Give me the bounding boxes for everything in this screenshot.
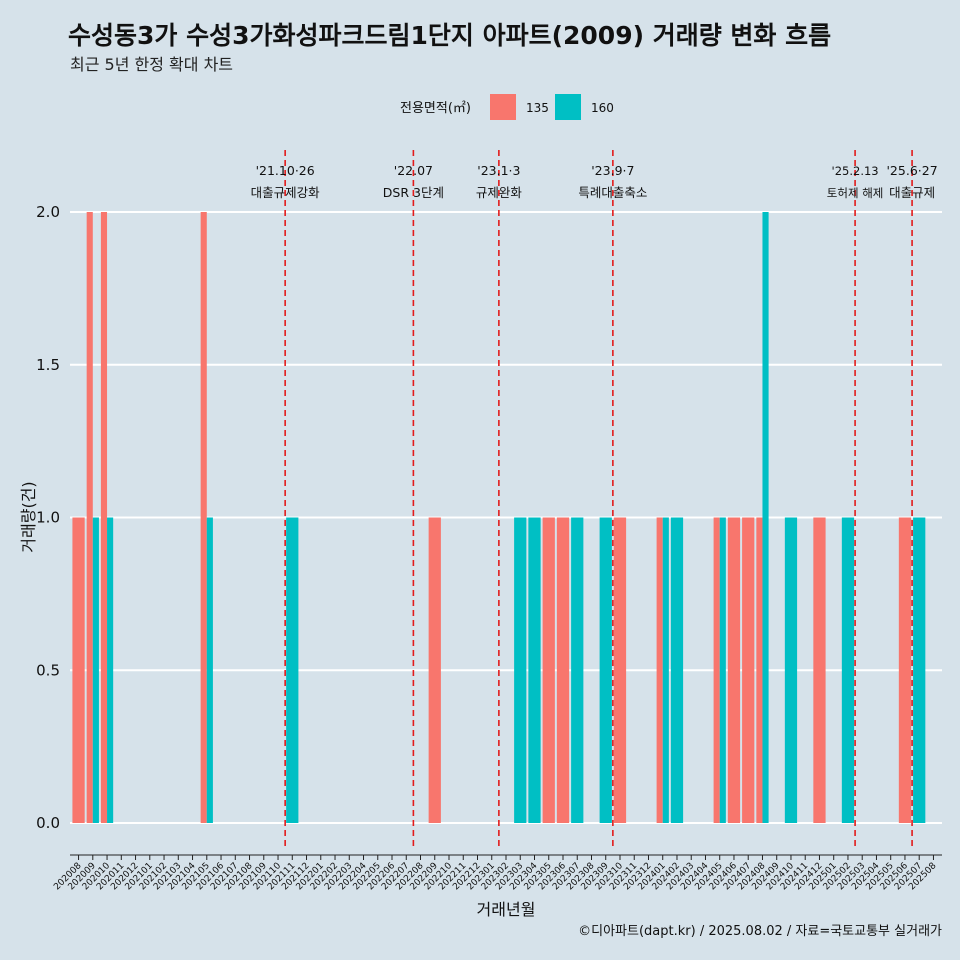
bar-135 bbox=[556, 517, 570, 823]
bar-135 bbox=[428, 517, 441, 823]
bar-135 bbox=[86, 212, 93, 823]
y-tick-label: 0.0 bbox=[36, 814, 60, 832]
y-axis-ticks: 0.0 0.5 1.0 1.5 2.0 bbox=[36, 203, 60, 832]
bar-135 bbox=[756, 517, 763, 823]
legend-title: 전용면적(㎡) bbox=[400, 101, 471, 116]
bar-160 bbox=[719, 517, 726, 823]
bar-160 bbox=[670, 517, 684, 823]
legend-swatch-160 bbox=[555, 94, 581, 120]
bar-135 bbox=[100, 212, 108, 823]
bar-160 bbox=[762, 212, 769, 823]
bar-135 bbox=[813, 517, 826, 823]
event-date: '25.2.13 bbox=[832, 164, 879, 178]
bar-135 bbox=[72, 517, 85, 823]
y-tick-label: 1.0 bbox=[36, 509, 60, 527]
bar-135 bbox=[713, 517, 720, 823]
event-label: 토허제 해제 bbox=[827, 186, 884, 200]
x-axis: 2020082020092020102020112020122021012021… bbox=[52, 854, 942, 892]
bar-160 bbox=[841, 517, 855, 823]
bar-135 bbox=[613, 517, 627, 823]
bar-135 bbox=[727, 517, 741, 823]
chart-caption: ©디아파트(dapt.kr) / 2025.08.02 / 자료=국토교통부 실… bbox=[578, 924, 942, 939]
bar-160 bbox=[286, 517, 299, 823]
bar-160 bbox=[571, 517, 584, 823]
bar-160 bbox=[92, 517, 99, 823]
event-label: DSR 3단계 bbox=[383, 185, 444, 200]
event-label: 대출규제강화 bbox=[251, 185, 321, 200]
event-markers: '21.10·26 대출규제강화 '22.07 DSR 3단계 '23.1·3 규제완화 '… bbox=[251, 150, 938, 850]
event-date: '23.9·7 bbox=[591, 163, 634, 178]
y-tick-label: 2.0 bbox=[36, 203, 60, 221]
x-axis-title: 거래년월 bbox=[477, 900, 536, 919]
event-date: '23.1·3 bbox=[477, 163, 520, 178]
bar-135 bbox=[200, 212, 207, 823]
bar-160 bbox=[599, 517, 612, 823]
y-axis-title: 거래량(건) bbox=[19, 481, 38, 552]
bar-160 bbox=[514, 517, 527, 823]
bar-135 bbox=[742, 517, 755, 823]
event-label: 특례대출축소 bbox=[578, 185, 647, 200]
legend-label-135: 135 bbox=[526, 101, 549, 115]
y-tick-label: 1.5 bbox=[36, 356, 60, 374]
chart-title: 수성동3가 수성3가화성파크드림1단지 아파트(2009) 거래량 변화 흐름 bbox=[68, 21, 831, 50]
event-date: '22.07 bbox=[394, 163, 433, 178]
event-label: 규제완화 bbox=[476, 185, 523, 200]
legend-swatch-135 bbox=[490, 94, 516, 120]
bar-135 bbox=[898, 517, 912, 823]
bars bbox=[72, 212, 926, 823]
event-label: 대출규제 bbox=[889, 185, 935, 200]
legend: 전용면적(㎡) 135 160 bbox=[400, 94, 614, 120]
bar-135 bbox=[656, 517, 663, 823]
event-date: '21.10·26 bbox=[256, 163, 315, 178]
chart-subtitle: 최근 5년 한정 확대 차트 bbox=[70, 55, 233, 74]
bar-160 bbox=[784, 517, 798, 823]
bar-160 bbox=[662, 517, 669, 823]
legend-label-160: 160 bbox=[591, 101, 614, 115]
bar-160 bbox=[107, 517, 114, 823]
y-tick-label: 0.5 bbox=[36, 661, 60, 679]
bar-135 bbox=[542, 517, 555, 823]
event-date: '25.6·27 bbox=[887, 163, 938, 178]
bar-160 bbox=[206, 517, 213, 823]
bar-160 bbox=[913, 517, 926, 823]
bar-160 bbox=[528, 517, 541, 823]
